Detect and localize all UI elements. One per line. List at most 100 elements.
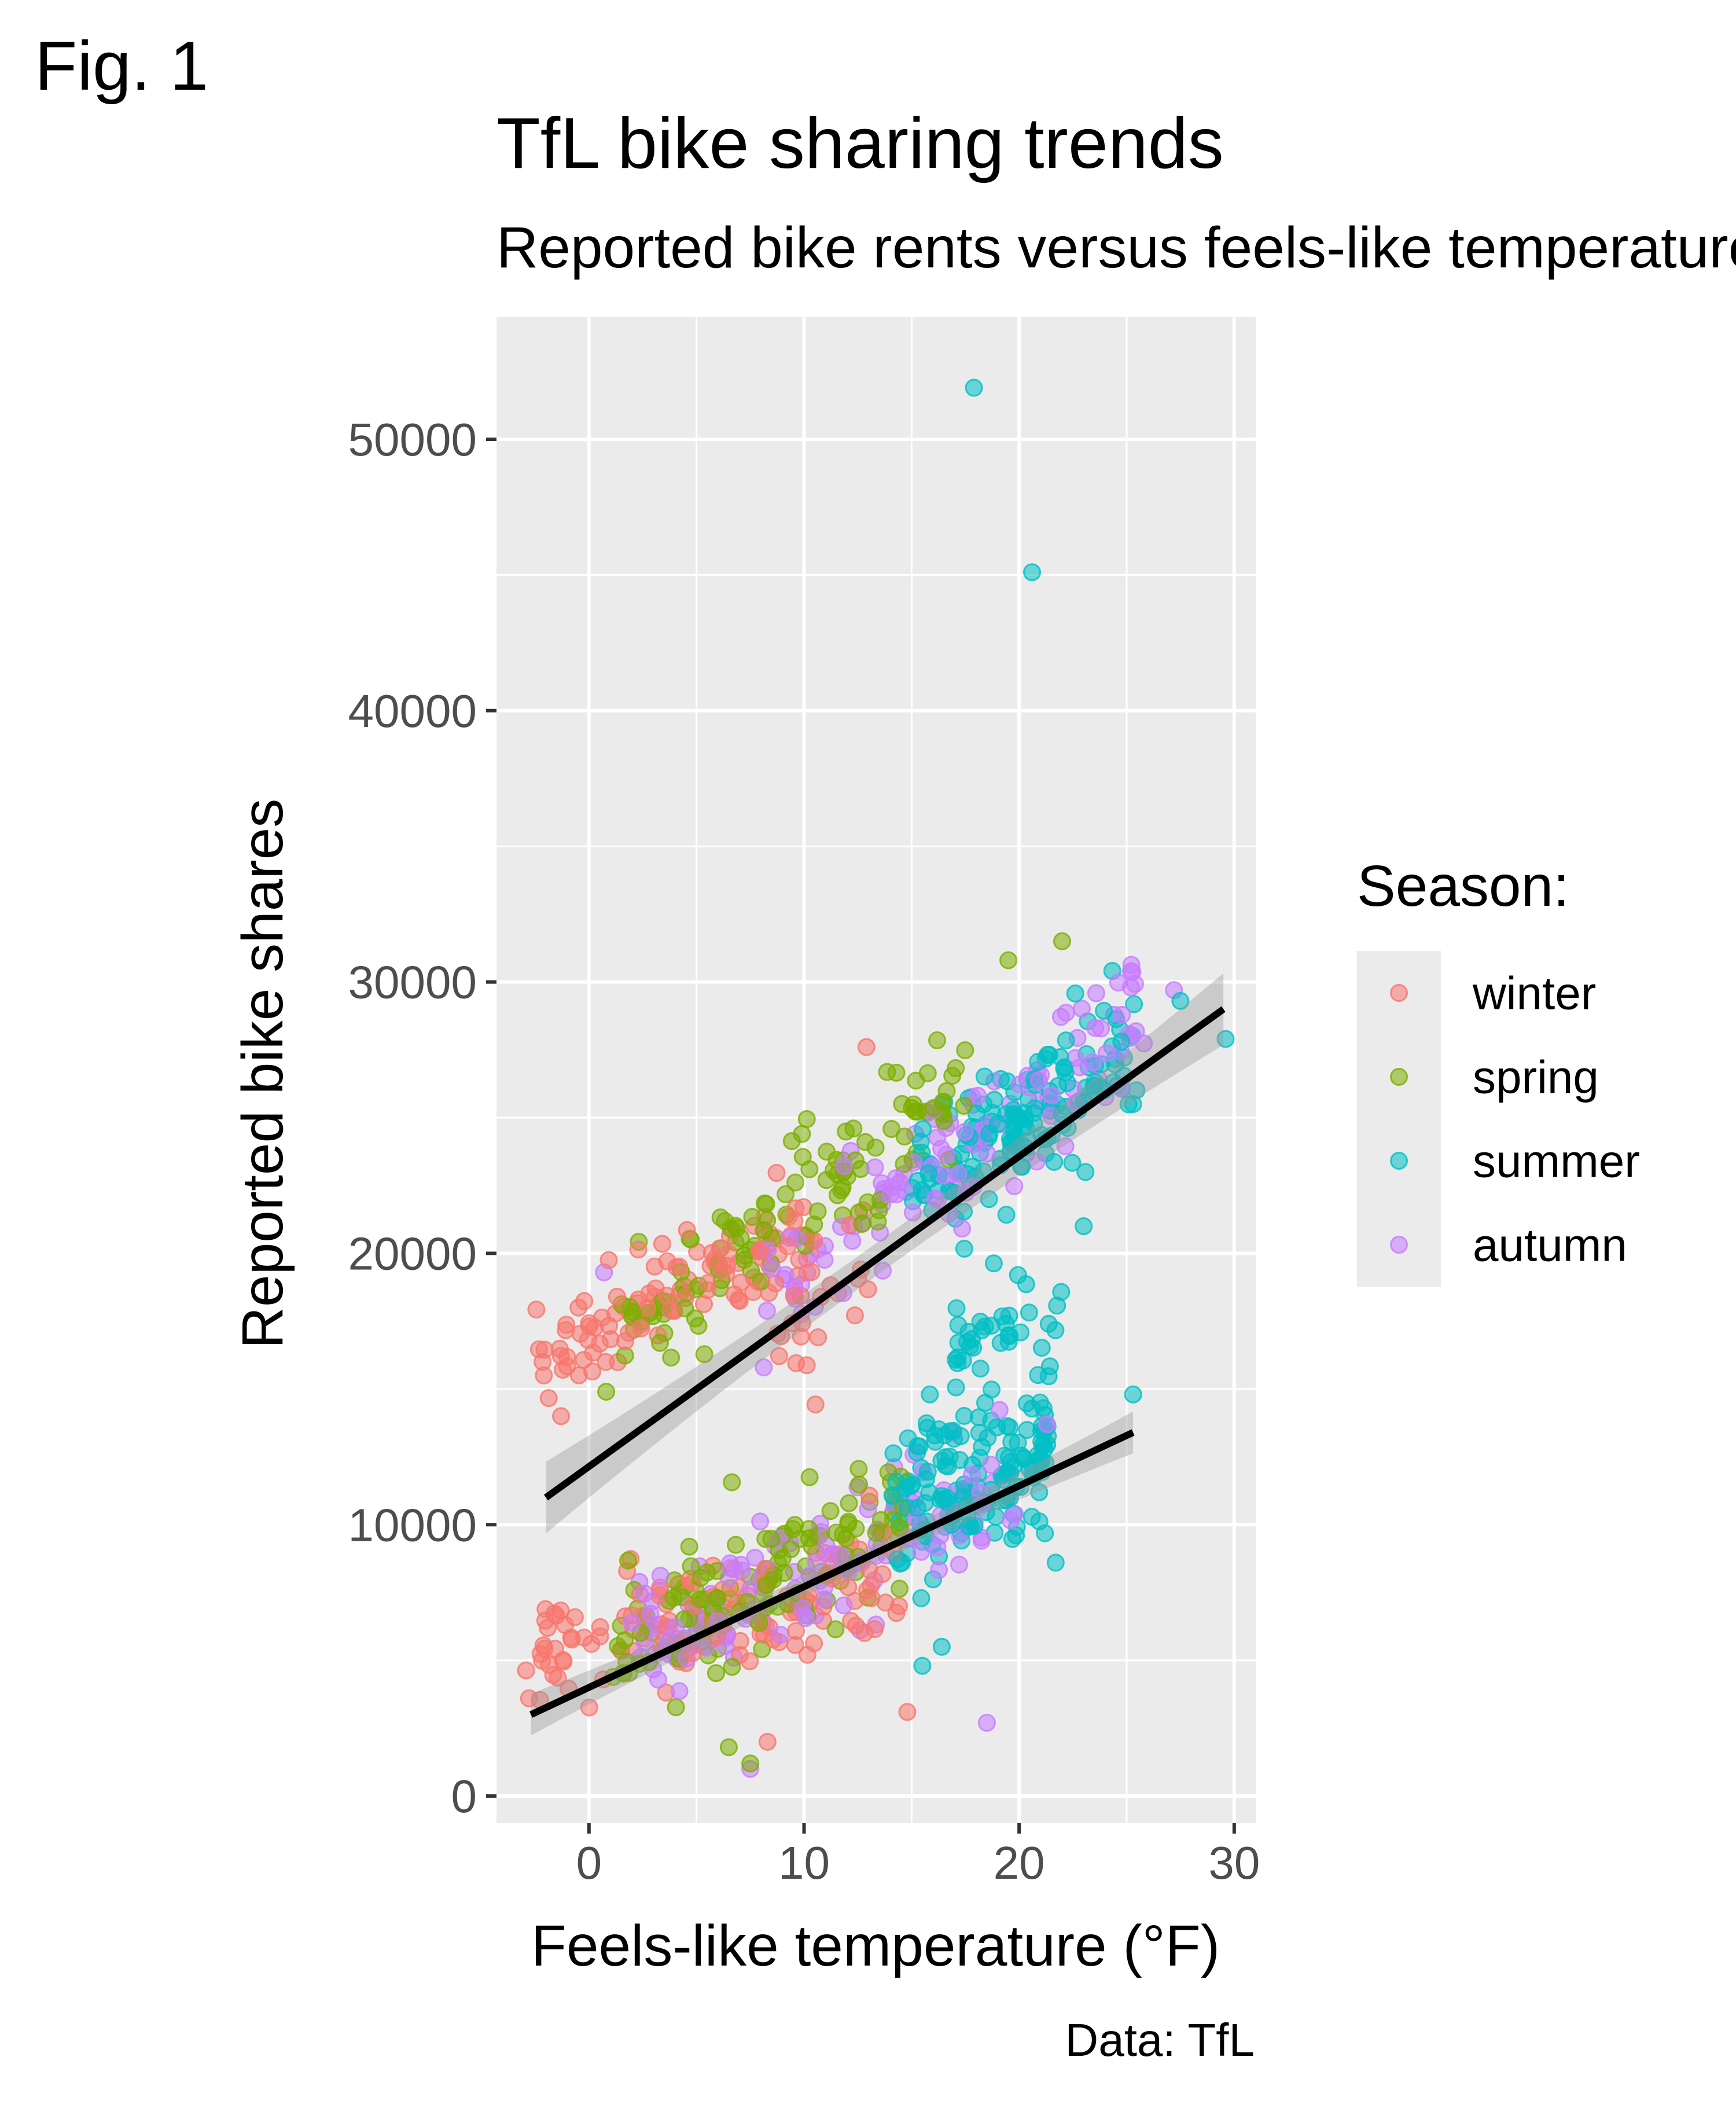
data-point-autumn (815, 1251, 834, 1269)
data-point-winter (744, 1283, 763, 1301)
data-point-spring (956, 1041, 974, 1060)
legend-key-background (1357, 951, 1441, 1287)
y-tick-label: 20000 (348, 1228, 477, 1279)
data-point-summer (984, 1254, 1003, 1273)
y-tick-label: 40000 (348, 685, 477, 737)
data-point-spring (782, 1132, 801, 1151)
data-point-spring (623, 1303, 642, 1321)
data-point-autumn (771, 1626, 790, 1644)
data-point-autumn (955, 1123, 974, 1141)
data-point-autumn (1072, 1000, 1091, 1018)
data-point-summer (921, 1385, 939, 1404)
data-point-winter (786, 1199, 805, 1218)
data-point-autumn (912, 1542, 930, 1561)
data-point-summer (918, 1463, 937, 1481)
data-point-summer (944, 1422, 962, 1440)
data-point-summer (1023, 563, 1041, 582)
data-point-spring (895, 1127, 914, 1146)
data-point-summer (1063, 1154, 1082, 1172)
legend-key-spring (1390, 1068, 1408, 1086)
data-point-winter (698, 1274, 717, 1292)
data-point-winter (540, 1656, 558, 1674)
data-point-autumn (930, 1561, 948, 1579)
data-point-autumn (623, 1614, 641, 1632)
data-point-summer (1007, 1526, 1025, 1544)
data-point-summer (887, 1472, 905, 1491)
data-point-autumn (843, 1232, 862, 1250)
data-point-winter (683, 1644, 702, 1662)
data-point-spring (800, 1468, 819, 1486)
data-point-winter (731, 1273, 750, 1292)
data-point-spring (667, 1698, 685, 1717)
data-point-spring (837, 1529, 855, 1548)
data-point-winter (539, 1389, 558, 1408)
data-point-autumn (834, 1596, 853, 1615)
data-point-autumn (1010, 1075, 1029, 1094)
data-point-autumn (793, 1599, 811, 1618)
data-point-spring (849, 1460, 868, 1478)
data-point-winter (638, 1299, 657, 1317)
legend-label-autumn: autumn (1473, 1220, 1627, 1271)
data-point-spring (719, 1738, 738, 1757)
data-point-autumn (931, 1526, 950, 1545)
data-point-summer (1057, 1031, 1075, 1050)
data-point-autumn (763, 1259, 781, 1277)
data-point-winter (805, 1634, 823, 1652)
data-point-winter (809, 1328, 827, 1346)
data-point-winter (549, 1669, 567, 1687)
data-point-winter (802, 1263, 821, 1281)
data-point-spring (750, 1614, 768, 1632)
data-point-spring (741, 1754, 760, 1773)
data-point-spring (925, 1099, 943, 1117)
data-point-winter (590, 1335, 609, 1353)
data-point-spring (928, 1031, 946, 1049)
data-point-winter (552, 1407, 570, 1426)
data-point-autumn (641, 1604, 660, 1623)
y-tick-label: 10000 (348, 1499, 477, 1551)
data-point-summer (975, 1067, 994, 1086)
data-point-spring (723, 1658, 741, 1676)
data-point-summer (1066, 985, 1084, 1002)
data-point-autumn (1030, 1071, 1048, 1090)
data-point-autumn (1126, 975, 1144, 993)
data-point-spring (895, 1155, 913, 1173)
data-point-summer (997, 1206, 1016, 1224)
data-point-spring (840, 1494, 858, 1512)
data-point-winter (787, 1354, 806, 1372)
data-point-autumn (815, 1590, 834, 1608)
data-point-autumn (903, 1203, 922, 1222)
data-point-summer (1006, 1115, 1024, 1133)
data-point-winter (860, 1486, 878, 1505)
data-point-winter (855, 1623, 874, 1642)
data-point-summer (963, 1330, 981, 1348)
data-point-summer (1029, 1053, 1047, 1071)
data-point-spring (755, 1221, 774, 1240)
axes: 0 10 20 30 0 10000 20000 30000 40000 50000 (348, 414, 1260, 1889)
data-point-winter (670, 1258, 689, 1276)
data-point-summer (936, 1456, 955, 1475)
data-point-spring (784, 1520, 802, 1538)
data-point-spring (597, 1383, 616, 1401)
data-point-winter (770, 1347, 788, 1365)
data-point-autumn (1092, 1019, 1110, 1038)
data-point-spring (762, 1530, 781, 1548)
data-point-autumn (832, 1546, 849, 1564)
data-point-summer (1046, 1321, 1065, 1339)
data-point-winter (898, 1703, 917, 1721)
data-point-spring (735, 1246, 753, 1265)
y-tick-label: 30000 (348, 957, 477, 1008)
data-point-autumn (1056, 1137, 1075, 1155)
data-point-summer (976, 1394, 994, 1412)
data-point-spring (1053, 932, 1071, 950)
data-point-spring (757, 1576, 775, 1595)
data-point-summer (965, 379, 983, 397)
data-point-spring (616, 1631, 634, 1650)
data-point-winter (565, 1608, 584, 1626)
legend-key-autumn (1390, 1236, 1408, 1254)
legend-label-spring: spring (1473, 1052, 1599, 1103)
data-point-spring (890, 1518, 909, 1537)
data-point-summer (955, 1239, 973, 1258)
data-point-autumn (1001, 1511, 1020, 1530)
